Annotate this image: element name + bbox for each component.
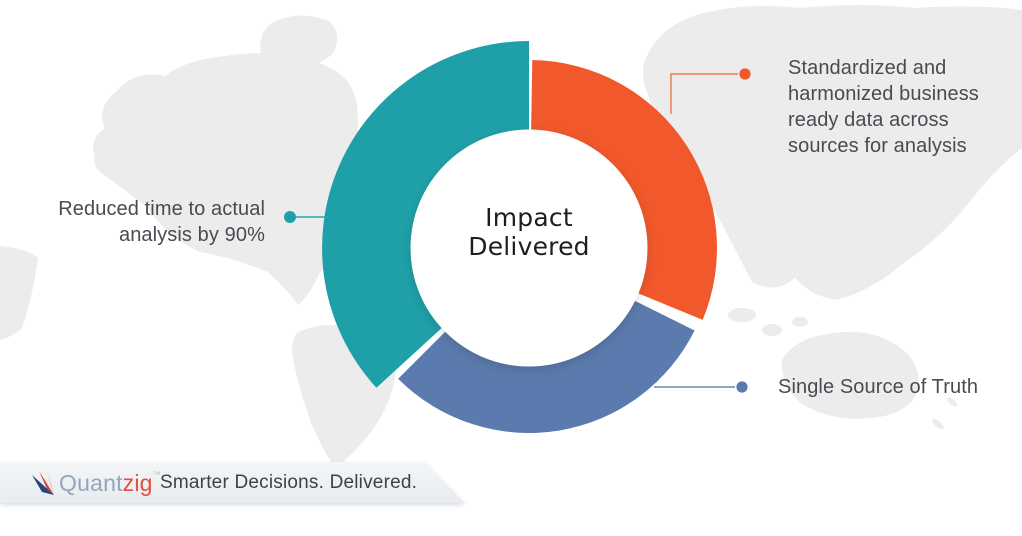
callout-standardized-line1: Standardized and	[788, 57, 947, 79]
brand-name-primary: Quant	[59, 469, 123, 496]
chart-center-title: Impact Delivered	[379, 203, 679, 261]
map-new-zealand	[947, 397, 957, 407]
callout-standardized: Standardized and harmonized business rea…	[788, 55, 979, 159]
brand-logo: Quantzig™	[30, 468, 161, 498]
leader-dot-reduced-time	[284, 211, 296, 223]
donut-wedges	[322, 41, 718, 433]
brand-name-accent: zig	[122, 469, 153, 496]
map-new-zealand	[932, 418, 944, 430]
map-north-america	[92, 53, 358, 305]
callout-standardized-line3: ready data across	[788, 109, 949, 131]
footer-ribbon: Quantzig™	[0, 462, 480, 503]
center-title-line1: Impact	[485, 203, 573, 232]
callout-single-source: Single Source of Truth	[778, 374, 978, 400]
map-island	[762, 324, 782, 336]
quantzig-logo-icon	[32, 470, 54, 495]
brand-trademark-symbol: ™	[152, 469, 161, 479]
callout-single-source-line1: Single Source of Truth	[778, 376, 979, 398]
map-island	[792, 317, 808, 327]
footer-ribbon-background	[0, 462, 465, 503]
leader-dot-standardized	[739, 68, 751, 80]
callout-reduced-time-line1: Reduced time to actual	[58, 198, 265, 220]
brand-tagline: Smarter Decisions. Delivered.	[160, 472, 418, 493]
callout-standardized-line4: sources for analysis	[788, 135, 967, 157]
donut-center-hole	[410, 129, 648, 367]
map-eurasia	[643, 5, 1022, 300]
map-west-coast-fragment	[0, 246, 38, 340]
center-title-line2: Delivered	[468, 231, 590, 261]
brand-wordmark: Quantzig™	[59, 470, 161, 497]
map-australia	[781, 331, 919, 419]
callout-standardized-line2: harmonized business	[788, 83, 979, 105]
callout-reduced-time-line2: analysis by 90%	[118, 224, 265, 246]
leader-line-standardized	[670, 73, 738, 114]
leader-dot-single-source	[736, 381, 748, 393]
donut-segment-reduced-time	[322, 41, 529, 388]
donut-segment-single-source	[398, 300, 695, 433]
callout-reduced-time: Reduced time to actual analysis by 90%	[58, 196, 265, 248]
map-island	[728, 308, 756, 322]
donut-segment-standardized	[531, 60, 718, 320]
